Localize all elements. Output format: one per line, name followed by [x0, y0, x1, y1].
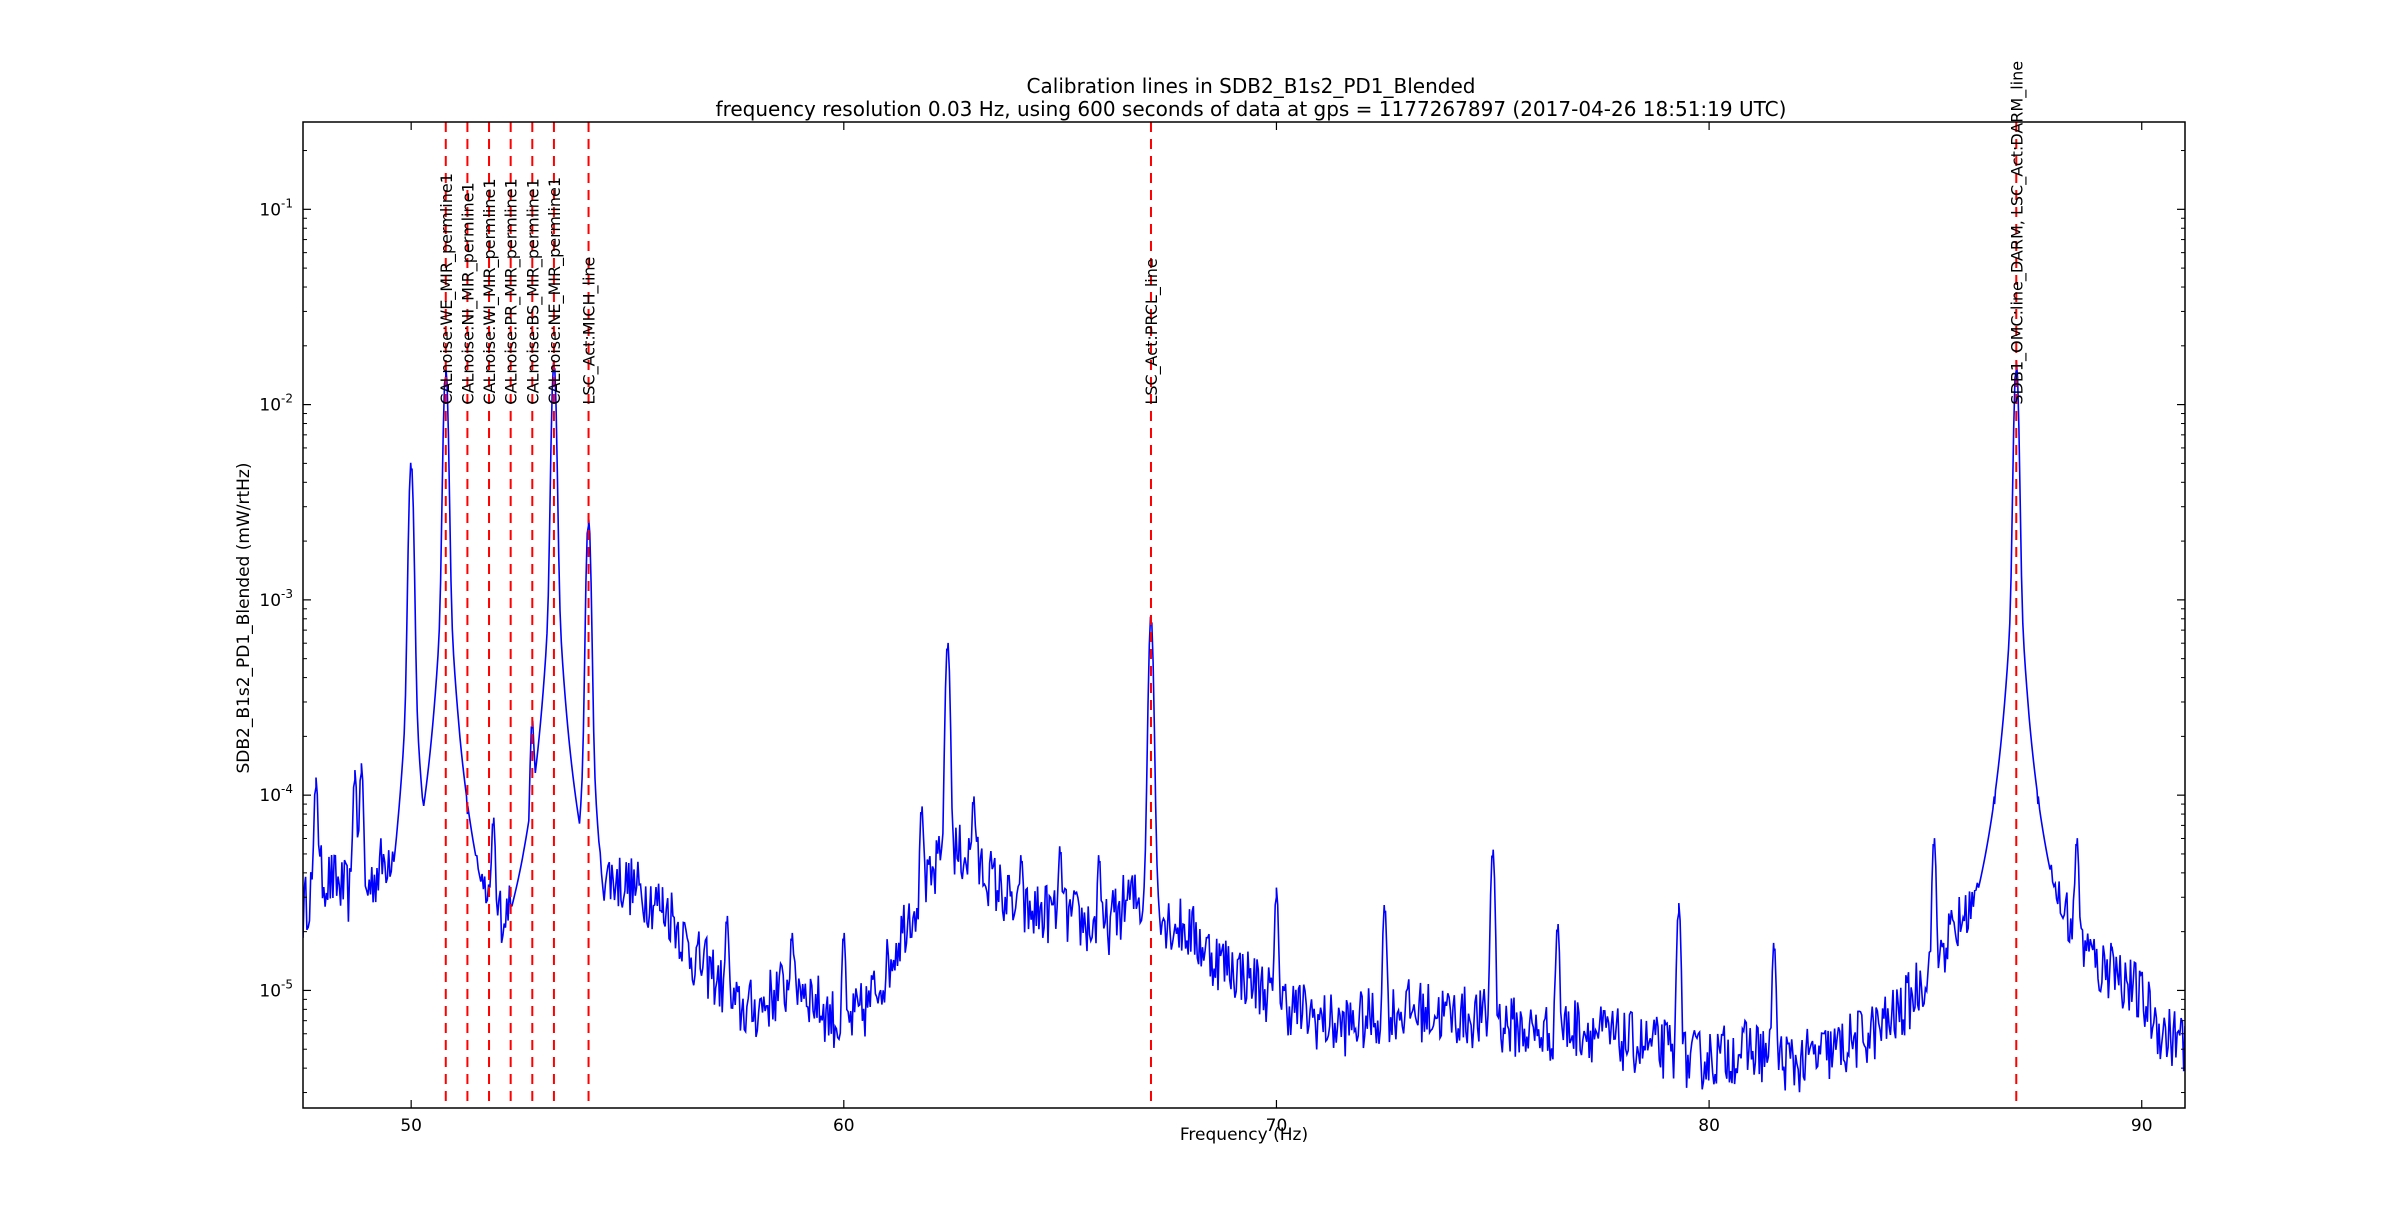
calibration-marker-label: CALnoise:NE_MIR_permline1 — [545, 177, 565, 405]
chart-title: Calibration lines in SDB2_B1s2_PD1_Blend… — [1027, 74, 1476, 98]
calibration-marker-label: CALnoise:WE_MIR_permline1 — [437, 173, 457, 404]
y-axis-label: SDB2_B1s2_PD1_Blended (mW/rtHz) — [234, 463, 254, 774]
x-tick-label: 60 — [833, 1116, 855, 1136]
chart-subtitle: frequency resolution 0.03 Hz, using 600 … — [716, 97, 1787, 121]
calibration-marker-label: LSC_Act:MICH_line — [580, 257, 600, 405]
plot-area: CALnoise:WE_MIR_permline1 CALnoise:NI_MIR… — [259, 61, 2186, 1136]
x-axis-label: Frequency (Hz) — [1180, 1125, 1308, 1145]
x-tick-label: 70 — [1266, 1116, 1288, 1136]
calibration-marker-label: CALnoise:BS_MIR_permline1 — [523, 178, 543, 404]
calibration-marker-label: CALnoise:WI_MIR_permline1 — [480, 179, 500, 405]
spectrum-line — [303, 360, 2185, 1093]
calibration-marker-label: CALnoise:NI_MIR_permline1 — [458, 182, 478, 404]
x-tick-label: 90 — [2131, 1116, 2153, 1136]
x-tick-label: 80 — [1698, 1116, 1720, 1136]
calibration-marker-label: SDB1_OMC:line_DARM, LSC_Act:DARM_line — [2007, 61, 2027, 405]
calibration-marker-label: LSC_Act:PRCL_line — [1142, 258, 1162, 404]
x-tick-label: 50 — [400, 1116, 422, 1136]
calibration-marker-label: CALnoise:PR_MIR_permline1 — [502, 178, 522, 404]
plot-frame — [302, 121, 2186, 1109]
